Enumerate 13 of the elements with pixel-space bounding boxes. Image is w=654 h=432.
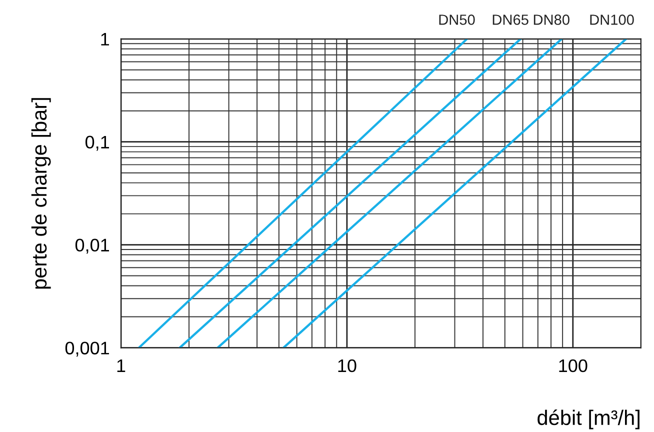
x-tick-label: 10 xyxy=(338,359,356,372)
y-tick-label: 0,1 xyxy=(85,136,109,151)
y-tick-label: 0,001 xyxy=(65,342,109,357)
series-label: DN80 xyxy=(534,14,570,25)
x-tick-label: 1 xyxy=(117,360,126,372)
series-label: DN65 xyxy=(492,14,528,25)
y-axis-title: perte de charge [bar] xyxy=(31,98,51,289)
x-tick-label: 100 xyxy=(559,359,588,372)
series-label: DN50 xyxy=(439,14,475,25)
y-tick-label: 1 xyxy=(101,33,109,46)
x-axis-title: débit [m³/h] xyxy=(538,410,640,430)
series-label: DN100 xyxy=(590,14,634,25)
y-tick-label: 0,01 xyxy=(75,238,109,254)
